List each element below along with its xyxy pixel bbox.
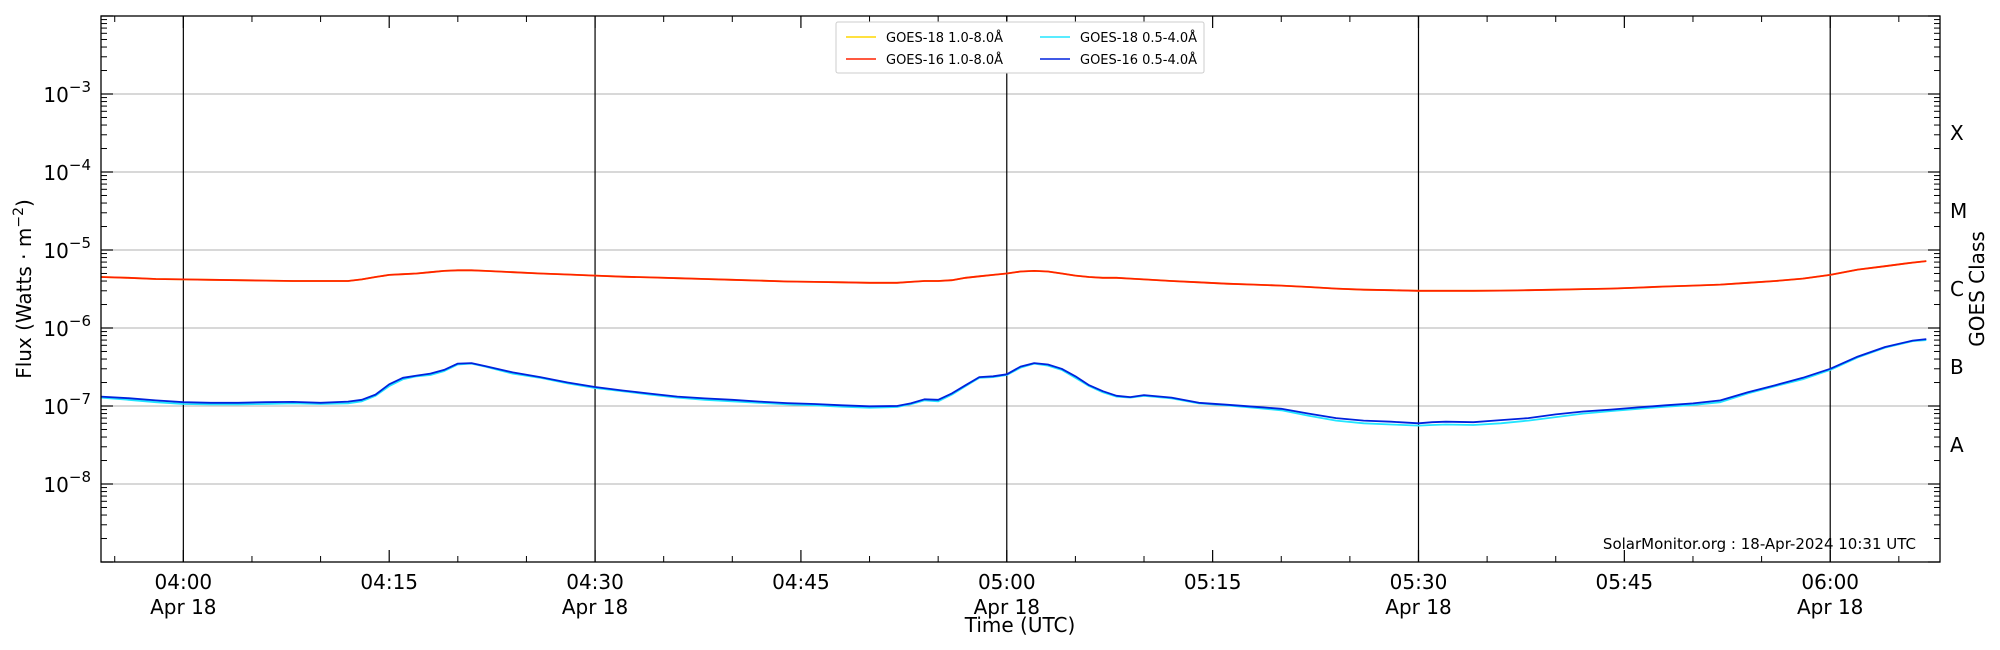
y-tick-label-exponent: −3 [69,78,91,96]
y-tick-label: 10−7 [43,390,91,419]
x-tick-label: 04:15 [360,570,418,594]
source-annotation: SolarMonitor.org : 18-Apr-2024 10:31 UTC [1603,535,1916,553]
x-tick-label: 05:30 [1390,570,1448,594]
series-line [100,260,1927,292]
legend-label: GOES-18 1.0-8.0Å [886,30,1003,46]
y-tick-label-base: 10 [43,473,68,497]
x-tick-label: 05:00 [978,570,1036,594]
legend-label: GOES-18 0.5-4.0Å [1080,30,1197,46]
y-tick-label-base: 10 [43,239,68,263]
x-tick-label: 04:45 [772,570,830,594]
y-tick-label-exponent: −4 [69,156,91,174]
y-tick-label-base: 10 [43,317,68,341]
day-vertical-lines [182,16,1831,562]
goes-class-axis-title: GOES Class [1965,231,1989,347]
x-tick-sublabel: Apr 18 [1385,595,1451,619]
y-tick-label-base: 10 [43,83,68,107]
goes-class-label: M [1950,199,1967,223]
y-tick-label-exponent: −8 [69,468,91,486]
y-tick-label: 10−6 [43,312,91,341]
goes-class-label: A [1950,433,1964,457]
legend: GOES-18 1.0-8.0Å GOES-16 1.0-8.0Å GOES-18 … [835,21,1205,74]
x-tick-sublabel: Apr 18 [150,595,216,619]
y-tick-label-exponent: −7 [69,390,91,408]
y-tick-label-base: 10 [43,395,68,419]
y-tick-label-base: 10 [43,161,68,185]
y-axis-title-sup: −2 [11,207,27,228]
x-tick-label: 05:45 [1596,570,1654,594]
y-axis-title-end: ) [12,199,36,207]
y-tick-label-exponent: −5 [69,234,91,252]
legend-label: GOES-16 1.0-8.0Å [886,52,1003,68]
legend-items: GOES-18 1.0-8.0Å GOES-16 1.0-8.0Å GOES-18 … [846,30,1197,68]
goes-class-axis: A B C M X [1950,121,1967,457]
y-tick-label: 10−8 [43,468,91,497]
y-axis-title-main: Flux (Watts · m [12,228,36,379]
y-axis: 10−810−710−610−510−410−3 [43,15,1940,563]
x-tick-label: 04:00 [155,570,213,594]
x-tick-label: 05:15 [1184,570,1242,594]
grid-layer [101,93,1940,485]
legend-label: GOES-16 0.5-4.0Å [1080,52,1197,68]
series-line [100,339,1927,427]
legend-box [835,21,1205,74]
x-tick-label: 06:00 [1801,570,1859,594]
x-tick-sublabel: Apr 18 [1797,595,1863,619]
x-tick-sublabel: Apr 18 [562,595,628,619]
y-tick-label: 10−4 [43,156,91,185]
series-layer [100,260,1927,427]
y-tick-label: 10−5 [43,234,91,263]
goes-class-label: B [1950,355,1964,379]
y-tick-label-exponent: −6 [69,312,91,330]
x-tick-sublabel: Apr 18 [974,595,1040,619]
goes-class-label: X [1950,121,1964,145]
x-tick-label: 04:30 [566,570,624,594]
series-line [100,338,1927,425]
goes-class-label: C [1950,277,1964,301]
x-axis-title: Time (UTC) [964,613,1076,637]
y-tick-label: 10−3 [43,78,91,107]
plot-frame [100,15,1941,563]
y-axis-title: Flux (Watts · m−2) [11,199,36,379]
